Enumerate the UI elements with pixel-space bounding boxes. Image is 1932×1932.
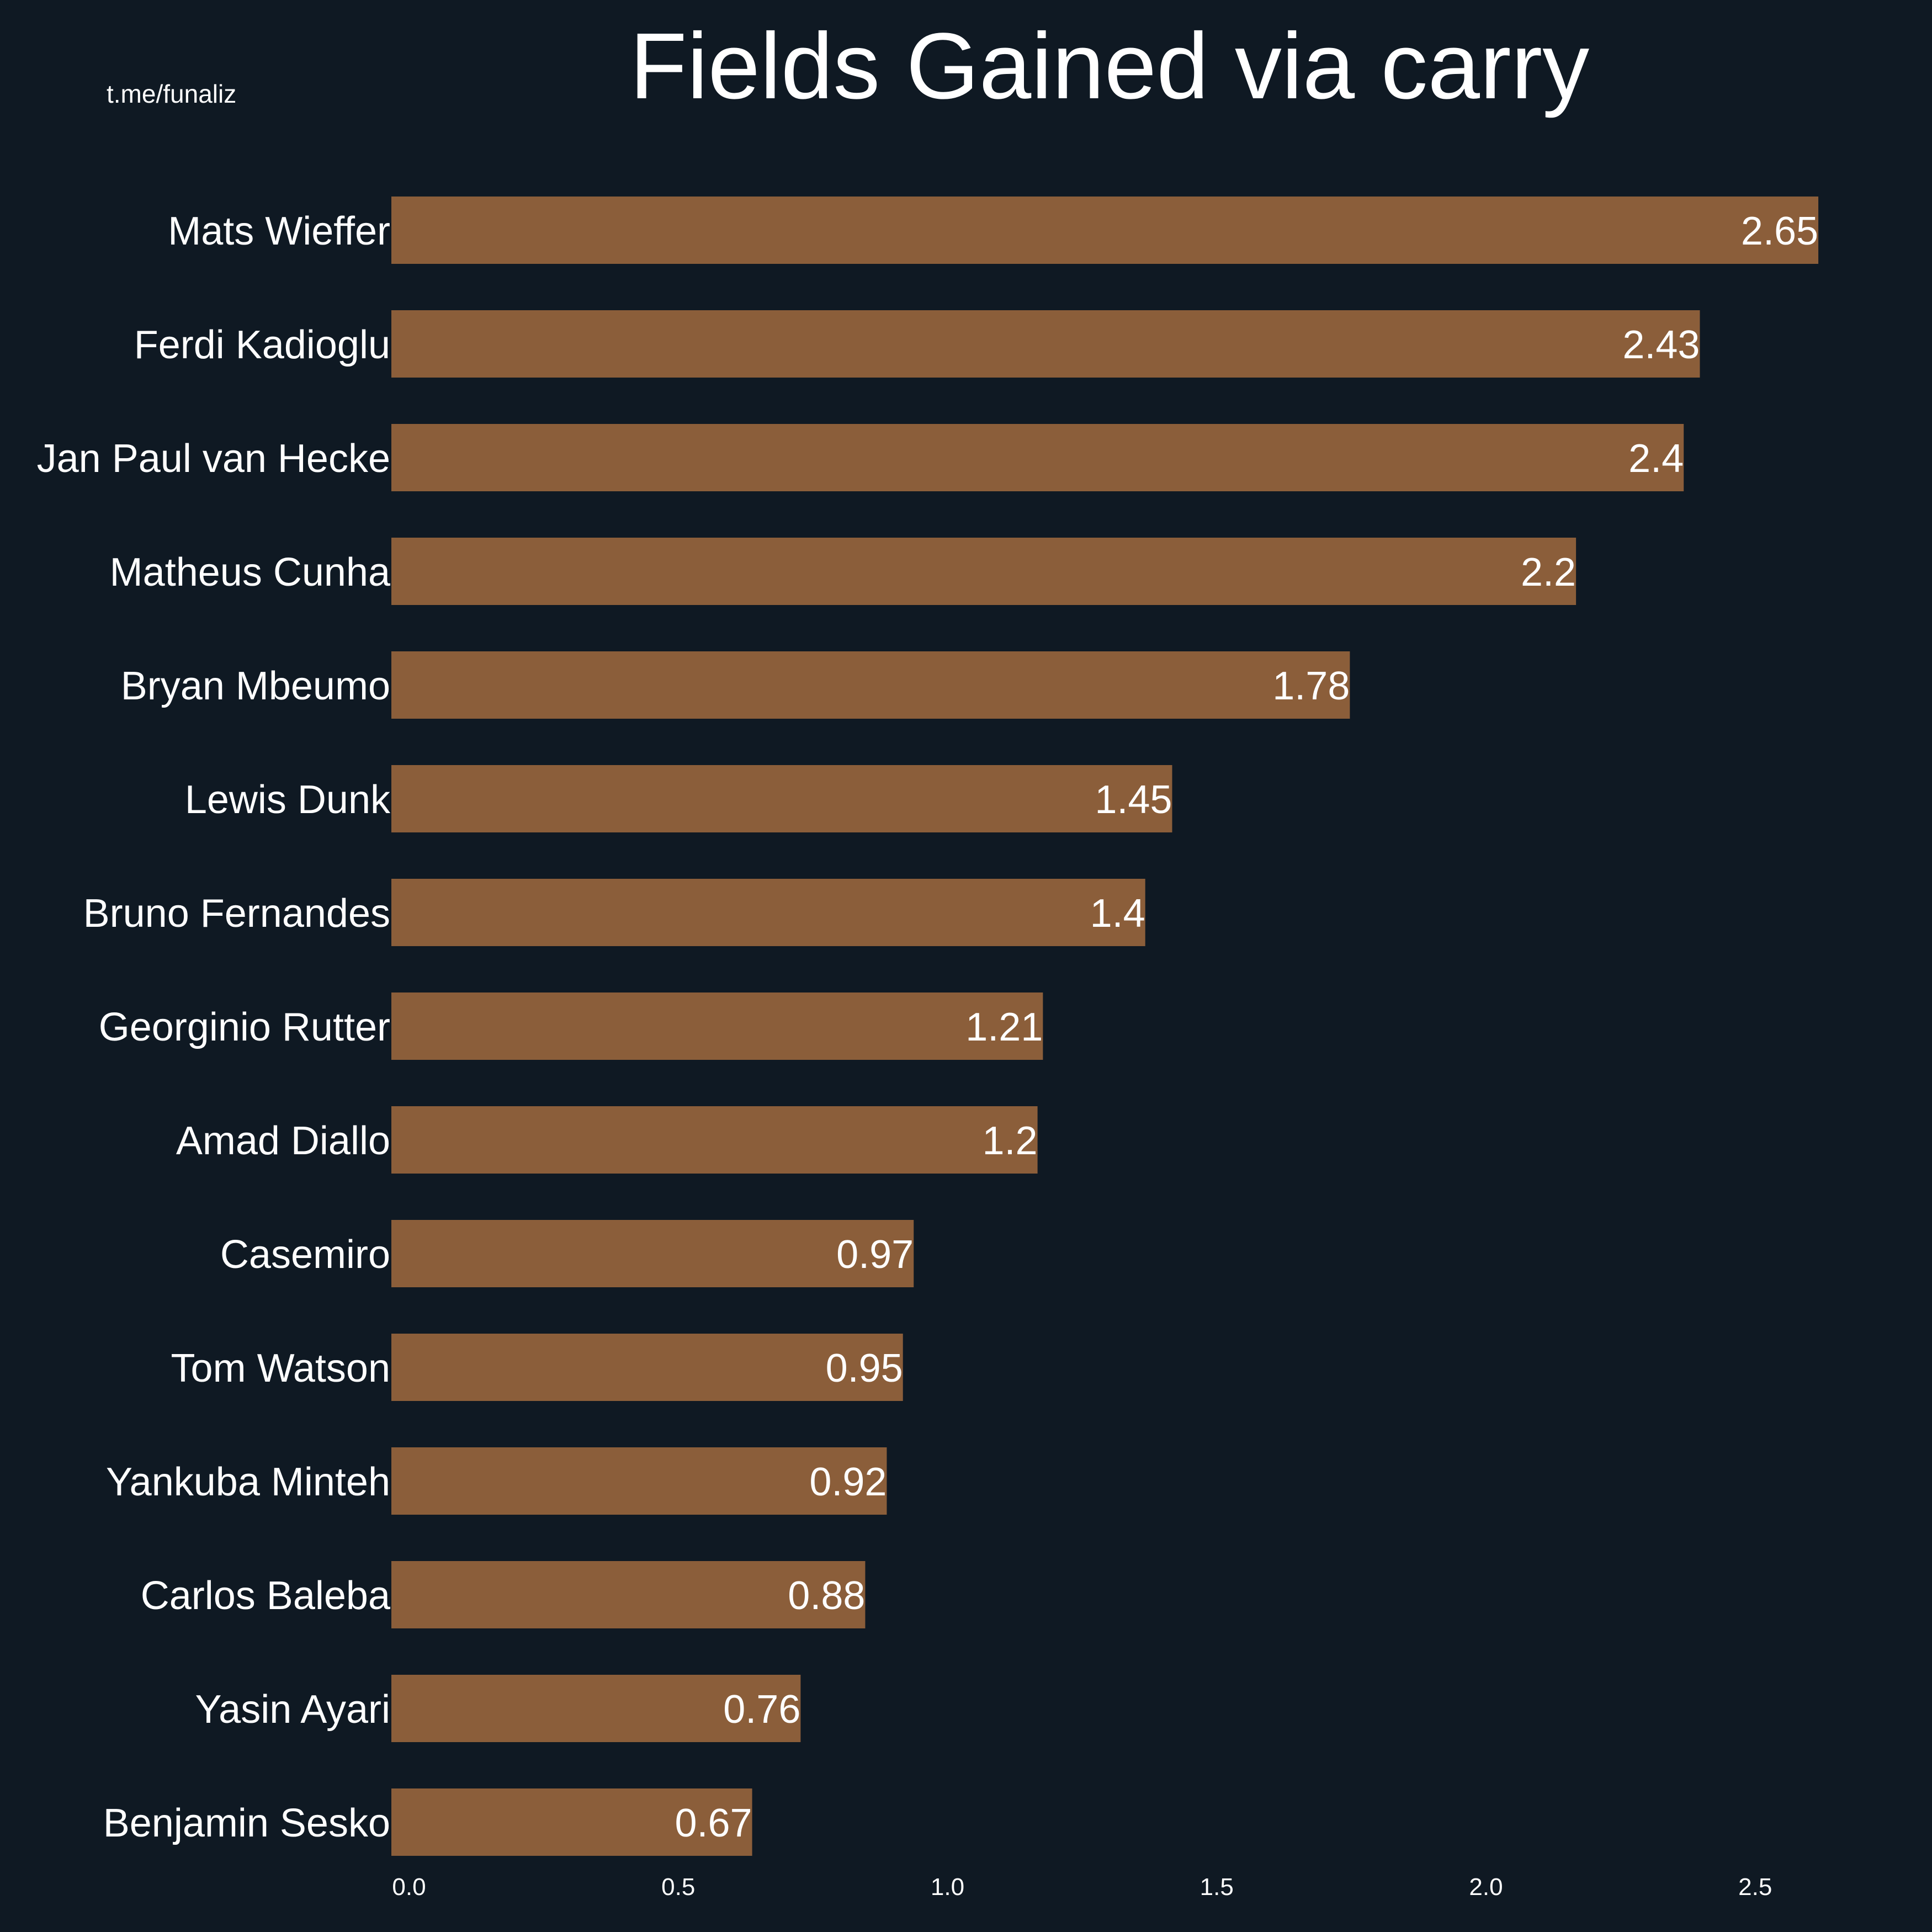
bar (391, 1220, 914, 1287)
bar-value-label: 1.2 (983, 1119, 1038, 1163)
bar (391, 310, 1700, 378)
category-label: Tom Watson (171, 1346, 390, 1390)
category-label: Ferdi Kadioglu (134, 323, 390, 367)
category-labels-group: Mats Wieffer Ferdi Kadioglu Jan Paul van H… (37, 209, 391, 1845)
bar (391, 424, 1684, 491)
category-label: Benjamin Sesko (103, 1801, 390, 1845)
x-tick-label: 2.5 (1738, 1873, 1772, 1901)
bar (391, 1561, 866, 1628)
category-label: Matheus Cunha (110, 550, 391, 595)
chart-title: Fields Gained via carry (630, 14, 1589, 119)
bar-value-label: 2.4 (1628, 437, 1684, 481)
category-label: Lewis Dunk (185, 778, 391, 822)
bar (391, 765, 1172, 832)
category-label: Carlos Baleba (141, 1574, 391, 1618)
x-tick-label: 1.0 (931, 1873, 964, 1901)
category-label: Amad Diallo (176, 1119, 390, 1163)
bar-value-label: 0.67 (675, 1801, 752, 1845)
bar (391, 1334, 903, 1401)
bar-value-label: 1.21 (965, 1005, 1043, 1049)
x-tick-label: 2.0 (1469, 1873, 1503, 1901)
category-label: Casemiro (220, 1233, 390, 1277)
bar (391, 1788, 752, 1856)
category-label: Bryan Mbeumo (121, 664, 390, 708)
category-label: Georginio Rutter (99, 1005, 390, 1049)
bar (391, 992, 1043, 1060)
bar (391, 538, 1577, 605)
x-tick-label: 0.0 (392, 1873, 426, 1901)
bar (391, 1106, 1038, 1174)
category-label: Yasin Ayari (195, 1687, 390, 1732)
bar-value-label: 0.97 (836, 1233, 914, 1277)
bar-value-label: 2.65 (1741, 209, 1818, 253)
bar-value-label: 0.92 (809, 1460, 887, 1504)
bar-value-label: 0.76 (723, 1687, 800, 1732)
bar (391, 1447, 887, 1515)
bar (391, 197, 1819, 264)
bar-value-label: 2.43 (1622, 323, 1700, 367)
bar-value-label: 1.4 (1090, 891, 1145, 936)
category-label: Jan Paul van Hecke (37, 437, 390, 481)
bar-value-label: 0.95 (826, 1346, 903, 1390)
bar (391, 1675, 801, 1742)
watermark: t.me/funaliz (107, 79, 236, 108)
category-label: Bruno Fernandes (83, 891, 390, 936)
x-tick-label: 1.5 (1200, 1873, 1234, 1901)
bar (391, 651, 1350, 719)
x-tick-labels-group: 0.0 0.5 1.0 1.5 2.0 2.5 (392, 1873, 1772, 1901)
x-tick-label: 0.5 (661, 1873, 695, 1901)
bar-value-label: 0.88 (788, 1574, 865, 1618)
category-label: Yankuba Minteh (106, 1460, 390, 1504)
bar (391, 879, 1145, 946)
bar-value-label: 1.78 (1272, 664, 1350, 708)
category-label: Mats Wieffer (168, 209, 390, 253)
bars-group: 2.65 2.43 2.4 2.2 1.78 1.45 1.4 1.21 1.2 0.97 0.95… (391, 197, 1819, 1856)
bar-value-label: 2.2 (1521, 550, 1576, 595)
bar-value-label: 1.45 (1095, 778, 1172, 822)
